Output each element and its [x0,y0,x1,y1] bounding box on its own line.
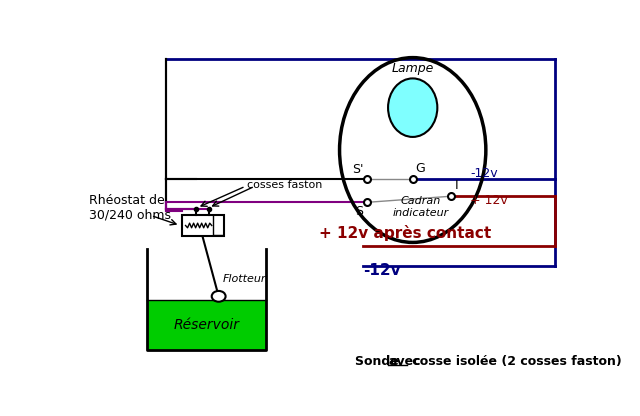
Text: + 12v après contact: + 12v après contact [319,225,491,241]
Text: Sonde: Sonde [355,355,403,368]
Text: -12v: -12v [470,167,498,180]
Text: -12v: -12v [363,262,401,277]
Text: Rhéostat de
30/240 ohms: Rhéostat de 30/240 ohms [90,194,172,222]
Ellipse shape [388,78,437,137]
Text: S: S [355,206,364,218]
Ellipse shape [212,291,225,302]
Text: cosses faston: cosses faston [247,180,323,190]
Bar [182,215,224,236]
Text: G: G [415,162,425,175]
Text: avec: avec [388,355,420,368]
Text: Réservoir: Réservoir [173,318,240,332]
Text: Cadran
indicateur: Cadran indicateur [392,196,449,218]
Text: I: I [454,178,458,192]
Text: Lampe: Lampe [392,62,434,74]
Text: Flotteur: Flotteur [223,274,266,284]
Text: cosse isolée (2 cosses faston): cosse isolée (2 cosses faston) [408,355,622,368]
Text: S': S' [352,163,364,176]
Bar [147,300,266,350]
Text: + 12v: + 12v [470,194,508,207]
